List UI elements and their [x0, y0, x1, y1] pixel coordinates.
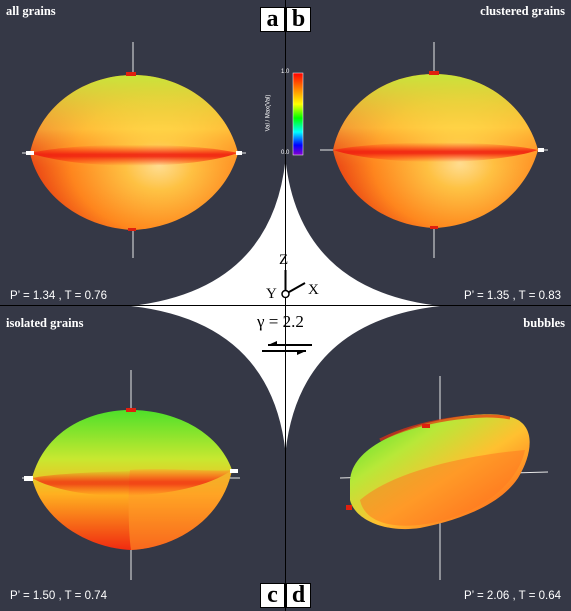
panel-b-stats: P’ = 1.35 , T = 0.83: [464, 290, 561, 302]
panel-a-stats: P’ = 1.34 , T = 0.76: [10, 290, 107, 302]
panel-c-stats: P’ = 1.50 , T = 0.74: [10, 590, 107, 602]
axis-z-label: Z: [279, 252, 289, 268]
panel-c-letter: c: [260, 583, 285, 608]
colorbar-max-label: 1.0: [281, 69, 290, 75]
ellipsoid-bubbles: [339, 376, 549, 580]
panel-a-title: all grains: [6, 4, 56, 18]
colorbar-gradient: [292, 72, 304, 156]
panel-d-title: bubbles: [523, 316, 565, 330]
ellipsoid-isolated-grains: [22, 370, 240, 580]
shear-strain-label: γ = 2.2: [257, 312, 304, 331]
axis-y-label: Y: [266, 286, 277, 302]
panel-b-title: clustered grains: [480, 4, 565, 18]
coordinate-axes-icon: [281, 270, 306, 299]
panel-c-title: isolated grains: [6, 316, 84, 330]
ellipsoid-clustered-grains: [320, 42, 548, 258]
axis-x-label: X: [308, 282, 319, 298]
shear-sense-arrows-icon: [262, 341, 312, 355]
colorbar-min-label: 0.0: [281, 150, 290, 156]
ellipsoid-all-grains: [22, 42, 246, 258]
colorbar-title: Val / Max(Val): [265, 94, 272, 132]
panel-d-stats: P’ = 2.06 , T = 0.64: [464, 590, 561, 602]
panel-b-letter: b: [286, 7, 311, 32]
panel-a-letter: a: [260, 7, 285, 32]
panel-d-letter: d: [286, 583, 311, 608]
